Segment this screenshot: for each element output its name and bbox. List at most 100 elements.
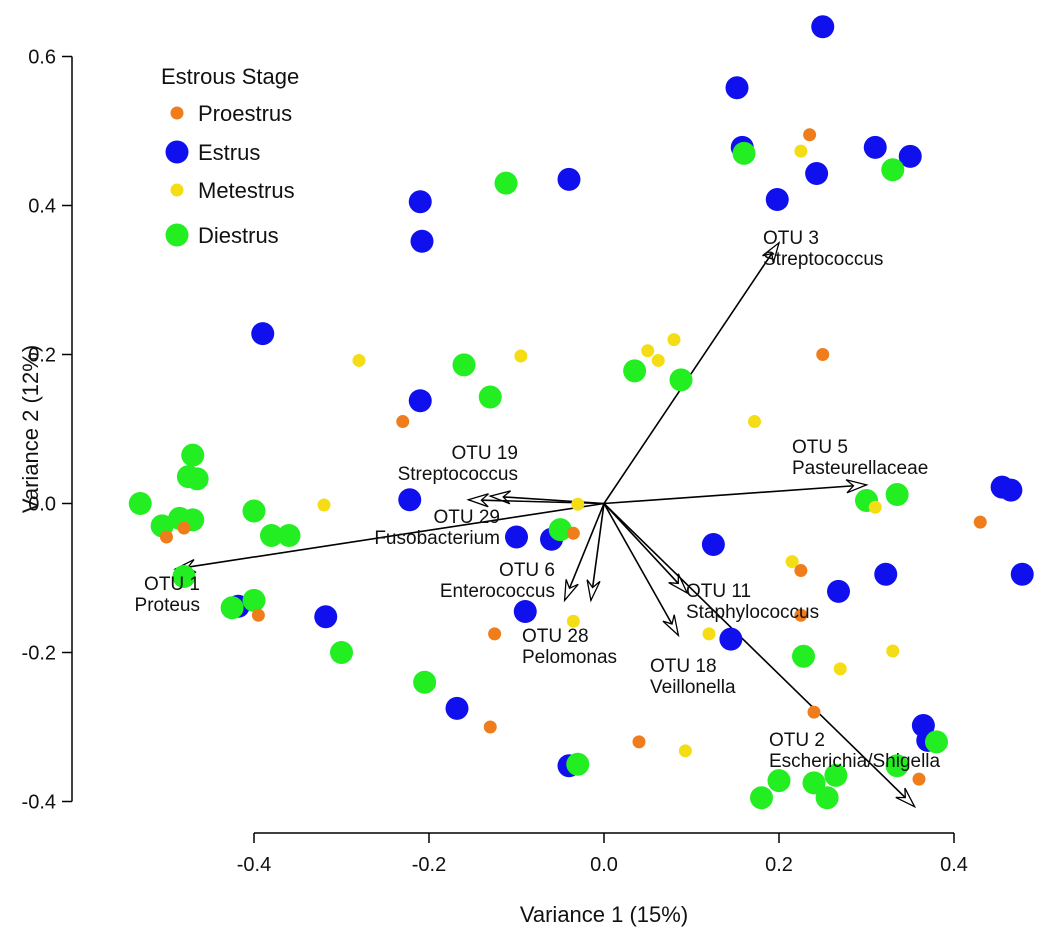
x-tick-label: -0.4 <box>237 854 271 876</box>
point-diestrus <box>494 171 518 195</box>
point-diestrus <box>172 565 196 589</box>
point-diestrus <box>548 518 572 542</box>
vector-label-otu: OTU 29 <box>433 507 500 528</box>
point-diestrus <box>277 524 301 548</box>
point-diestrus <box>767 769 791 793</box>
point-estrus <box>1010 562 1034 586</box>
point-diestrus <box>881 158 905 182</box>
point-estrus <box>863 135 887 159</box>
point-diestrus <box>242 499 266 523</box>
vector-label-otu: OTU 18 <box>650 656 717 677</box>
point-proestrus <box>488 627 502 641</box>
y-tick-label: -0.2 <box>22 643 56 665</box>
point-metestrus <box>678 744 692 758</box>
point-estrus <box>827 579 850 603</box>
point-diestrus <box>181 443 205 467</box>
legend-marker-metestrus <box>170 183 184 197</box>
vector-label-otu: OTU 1 <box>144 574 200 595</box>
vector-label-otu: OTU 6 <box>499 560 555 581</box>
point-diestrus <box>732 141 756 165</box>
point-estrus <box>805 161 829 185</box>
point-metestrus <box>702 627 716 641</box>
point-metestrus <box>886 644 900 658</box>
legend-label: Diestrus <box>198 223 279 248</box>
vector-line <box>590 503 605 601</box>
vector-label-taxon: Escherichia/Shigella <box>769 751 941 772</box>
point-estrus <box>408 190 432 214</box>
point-estrus <box>557 167 581 191</box>
point-diestrus <box>824 763 848 787</box>
point-diestrus <box>669 368 693 392</box>
vector-line <box>603 502 688 594</box>
vector-line <box>603 242 780 504</box>
point-diestrus <box>815 786 839 810</box>
vector-label-otu: OTU 28 <box>522 626 589 647</box>
point-estrus <box>314 605 338 629</box>
point-metestrus <box>833 662 847 676</box>
point-diestrus <box>128 492 152 515</box>
y-tick-label: 0.2 <box>28 345 56 367</box>
y-tick-label: 0.6 <box>28 47 56 69</box>
point-diestrus <box>750 786 773 810</box>
legend-label: Proestrus <box>198 101 292 126</box>
y-axis-title: Variance 2 (12%) <box>18 345 43 513</box>
point-diestrus <box>802 771 826 795</box>
point-diestrus <box>478 385 502 409</box>
point-proestrus <box>807 705 821 719</box>
point-diestrus <box>260 524 283 548</box>
vector-arrowhead <box>586 579 601 603</box>
vector-line <box>603 484 867 505</box>
point-estrus <box>701 532 725 556</box>
legend-label: Estrus <box>198 140 260 165</box>
vector-line <box>603 502 916 808</box>
point-proestrus <box>803 128 817 142</box>
vector-label-otu: OTU 11 <box>686 581 751 602</box>
point-estrus <box>398 488 422 512</box>
vector-arrowhead <box>845 479 869 494</box>
point-proestrus <box>160 530 173 544</box>
vector-label-taxon: Enterococcus <box>440 581 555 602</box>
point-diestrus <box>885 754 909 778</box>
point-metestrus <box>514 349 528 363</box>
point-estrus <box>251 322 275 346</box>
point-estrus <box>999 478 1023 502</box>
x-tick-label: 0.4 <box>940 854 968 876</box>
point-diestrus <box>566 752 590 776</box>
vector-label-taxon: Staphylococcus <box>686 602 819 623</box>
point-proestrus <box>632 735 646 749</box>
point-metestrus <box>785 555 799 569</box>
point-metestrus <box>571 497 585 511</box>
vector-arrowhead <box>668 573 689 595</box>
vector-label-taxon: Pasteurellaceae <box>792 458 928 479</box>
vector-line <box>175 502 605 570</box>
point-estrus <box>505 525 528 549</box>
point-proestrus <box>794 608 808 622</box>
point-estrus <box>898 144 922 168</box>
vector-arrowhead <box>563 579 579 603</box>
point-estrus <box>445 696 469 720</box>
legend-title: Estrous Stage <box>161 64 299 89</box>
point-diestrus <box>452 353 476 377</box>
point-metestrus <box>667 333 681 347</box>
vector-label-otu: OTU 3 <box>763 228 819 249</box>
vector-label-taxon: Fusobacterium <box>374 528 500 549</box>
legend-marker-proestrus <box>170 106 184 120</box>
points-layer <box>128 15 1034 810</box>
point-proestrus <box>566 526 580 540</box>
point-diestrus <box>220 596 244 620</box>
point-diestrus <box>925 730 948 754</box>
vectors-layer <box>173 241 917 809</box>
point-proestrus <box>483 720 497 734</box>
point-diestrus <box>242 588 266 612</box>
vector-label-taxon: Pelomonas <box>522 647 617 668</box>
point-diestrus <box>330 641 353 664</box>
vector-label-otu: OTU 5 <box>792 437 848 458</box>
vector-label-taxon: Streptococcus <box>398 464 518 485</box>
vector-label-otu: OTU 2 <box>769 730 825 751</box>
point-estrus <box>719 627 743 651</box>
x-tick-label: -0.2 <box>412 854 446 876</box>
point-estrus <box>765 188 789 212</box>
vector-arrowhead <box>466 493 489 508</box>
